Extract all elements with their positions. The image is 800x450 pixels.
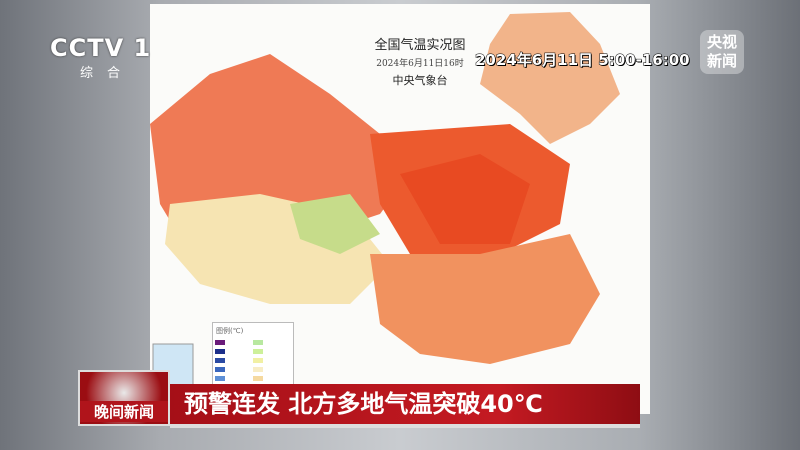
legend-row: [213, 339, 293, 348]
cctv-news-watermark: 央视新闻: [700, 30, 744, 74]
legend-swatch: [215, 340, 225, 345]
legend-swatch: [253, 376, 263, 381]
map-title: 全国气温实况图: [374, 38, 466, 53]
map-org: 中央气象台: [392, 74, 448, 87]
legend-swatch: [215, 358, 225, 363]
legend-row: [213, 366, 293, 375]
legend-row: [213, 357, 293, 366]
region-northeast: [480, 12, 620, 144]
map-title-block: 全国气温实况图 2024年6月11日16时 中央气象台: [355, 34, 485, 88]
region-south: [370, 234, 600, 364]
china-temperature-map: [150, 12, 620, 390]
program-logo: 晚间新闻: [78, 370, 170, 426]
cctv-logo: CCTV 1: [50, 34, 152, 62]
legend-swatch: [253, 349, 263, 354]
legend-swatch: [253, 367, 263, 372]
banner-underline: [170, 424, 640, 428]
headline-banner: 预警连发 北方多地气温突破40℃: [170, 384, 640, 424]
legend-swatch: [215, 376, 225, 381]
legend-row: [213, 348, 293, 357]
legend-swatch: [253, 340, 263, 345]
region-inland: [400, 154, 530, 244]
legend-title: 图例(℃): [216, 327, 244, 335]
channel-name: 综合: [80, 66, 135, 81]
time-overlay: 2024年6月11日 5:00-16:00: [475, 51, 691, 70]
program-name: 晚间新闻: [80, 401, 168, 422]
legend-swatch: [215, 349, 225, 354]
legend-swatch: [215, 367, 225, 372]
region-qinghai: [290, 194, 380, 254]
temperature-map-board: 全国气温实况图 2024年6月11日16时 中央气象台 图例(℃): [150, 4, 650, 414]
legend-row: [213, 375, 293, 384]
legend-swatch: [253, 358, 263, 363]
map-date: 2024年6月11日16时: [376, 59, 464, 69]
